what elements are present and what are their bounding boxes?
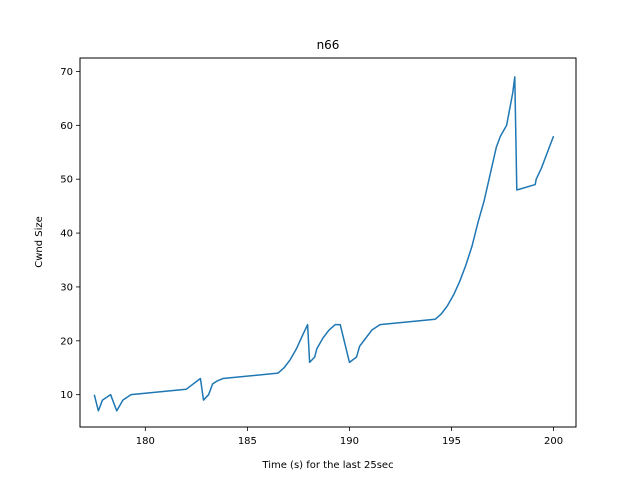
x-tick-label: 200 [544,436,563,447]
y-axis: 10 20 30 40 50 60 70 [60,67,80,401]
y-tick-label: 60 [60,121,73,132]
y-tick-label: 40 [60,229,73,240]
chart-title: n66 [317,38,340,52]
y-tick-label: 10 [60,390,73,401]
x-tick-label: 185 [238,436,257,447]
x-tick-label: 195 [442,436,461,447]
x-tick-label: 180 [136,436,155,447]
x-axis: 180 185 190 195 200 [136,427,563,447]
plot-frame [79,57,577,428]
y-tick-label: 50 [60,175,73,186]
y-axis-label: Cwnd Size [34,216,45,268]
y-tick-label: 20 [60,336,73,347]
series-line-0 [93,76,555,412]
y-tick-label: 70 [60,67,73,78]
x-axis-label: Time (s) for the last 25sec [261,460,393,471]
plot-content [93,76,555,412]
x-tick-label: 190 [340,436,359,447]
y-tick-label: 30 [60,282,73,293]
